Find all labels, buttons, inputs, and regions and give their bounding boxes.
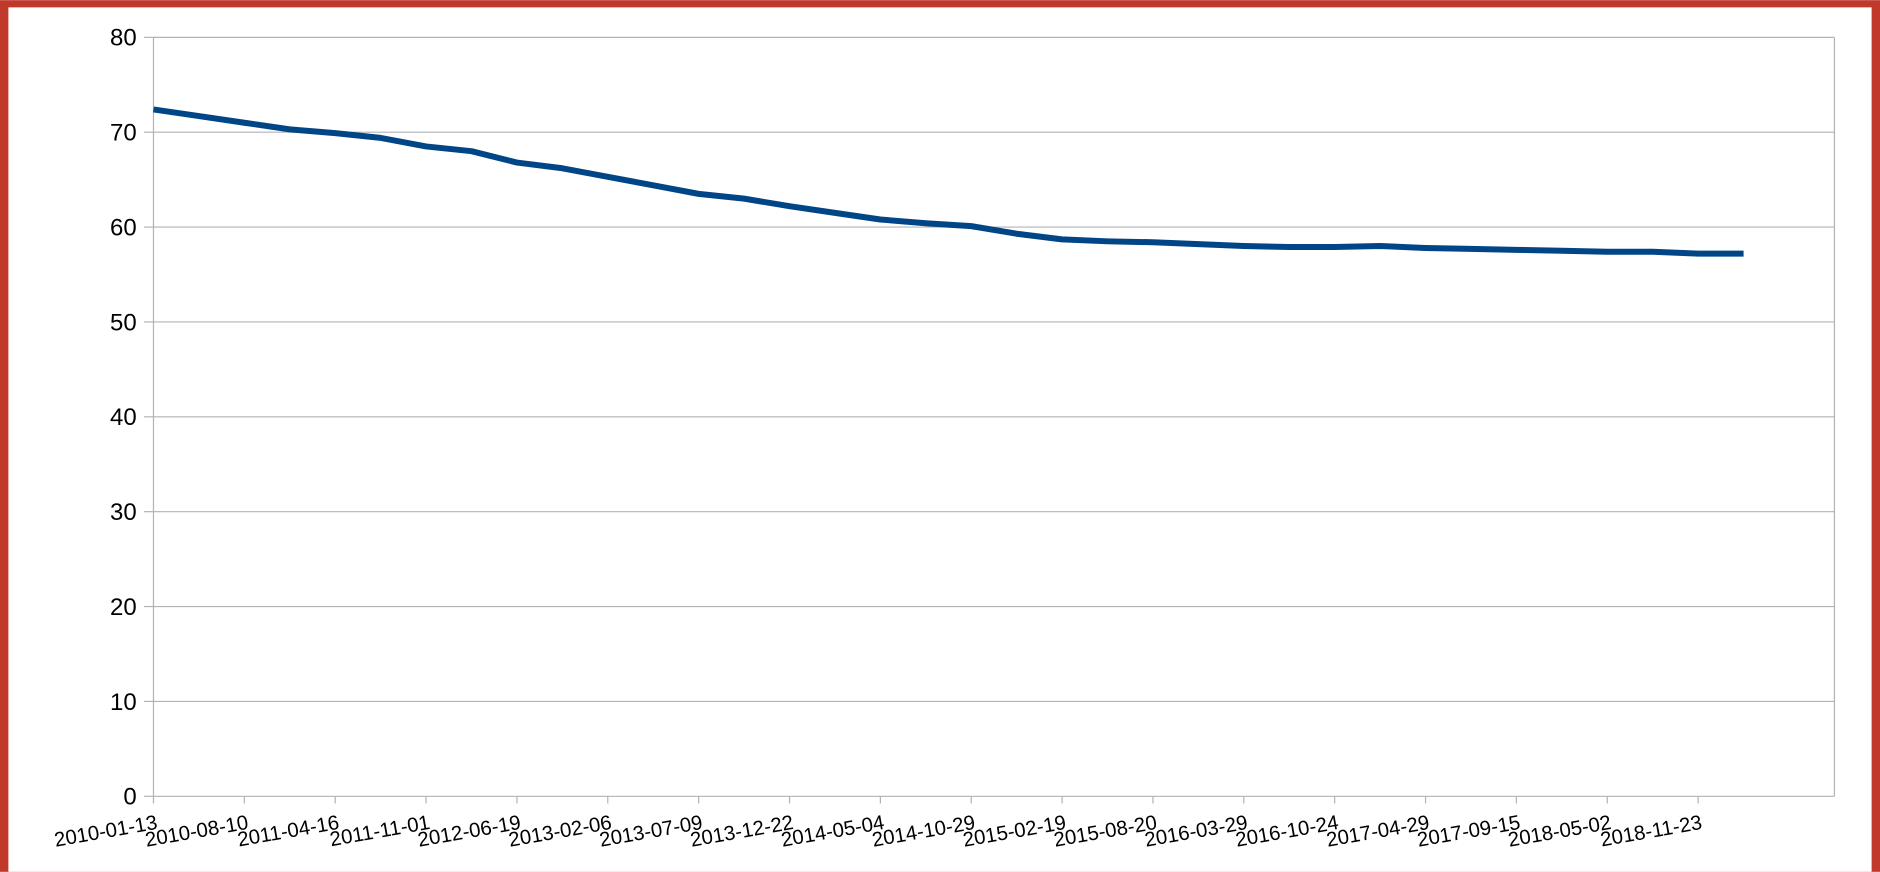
y-tick-label: 30 — [110, 499, 137, 526]
y-tick-label: 40 — [110, 404, 137, 431]
y-tick-label: 10 — [110, 689, 137, 716]
y-tick-label: 60 — [110, 214, 137, 241]
y-tick-label: 20 — [110, 594, 137, 621]
data-line — [153, 106, 1744, 257]
y-tick-label: 0 — [123, 784, 136, 811]
background — [8, 7, 1872, 872]
y-tick-label: 70 — [110, 120, 137, 147]
y-tick-label: 80 — [110, 25, 137, 52]
y-tick-label: 50 — [110, 309, 137, 336]
